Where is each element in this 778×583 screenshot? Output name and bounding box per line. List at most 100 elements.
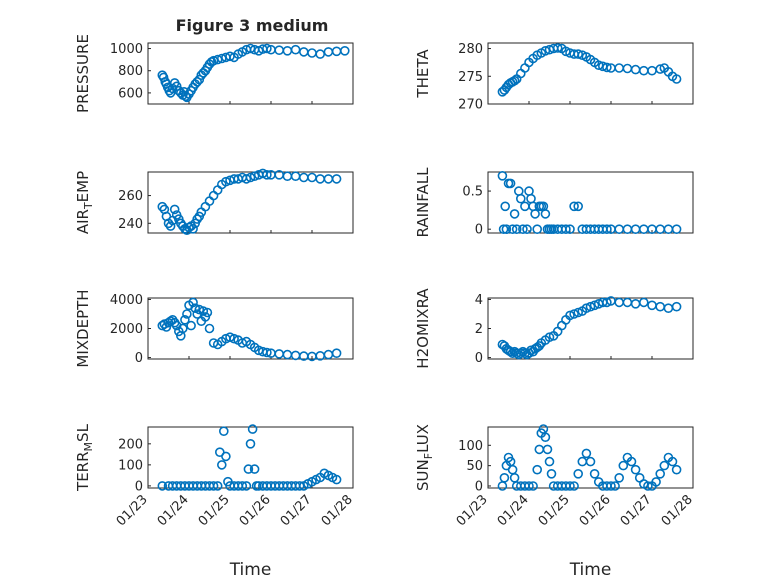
data-point [247, 424, 258, 434]
data-point [225, 332, 235, 343]
y-tick-label: 50 [466, 459, 483, 474]
data-point [581, 303, 592, 314]
y-tick-label: 600 [118, 86, 143, 101]
data-point [331, 474, 342, 485]
y-tick-label: 4 [475, 293, 483, 308]
data-point [200, 312, 211, 322]
y-tick-label: 200 [118, 437, 143, 452]
data-point [165, 221, 176, 231]
data-point [221, 451, 231, 462]
data-point [245, 172, 256, 183]
data-point [626, 456, 637, 467]
data-point [190, 303, 200, 314]
y-axis-label: H2OMIXRA [414, 288, 432, 369]
data-point [573, 201, 584, 212]
y-tick-label: 0 [135, 479, 143, 494]
data-point [509, 75, 520, 86]
data-point [561, 224, 571, 234]
data-point [606, 481, 616, 491]
data-point [202, 307, 213, 318]
data-point [589, 300, 600, 311]
series-rainfall [497, 171, 682, 234]
data-point [243, 464, 254, 474]
data-point [262, 43, 272, 54]
data-point [618, 460, 629, 471]
data-point [565, 310, 575, 321]
axes-frame [487, 42, 694, 105]
x-tick-label: 01/25 [196, 492, 233, 529]
series-pressure [157, 43, 350, 103]
x-axis-label: Time [229, 560, 272, 580]
subplot-theta: 270 275 280 THETA [414, 42, 694, 113]
subplot-mixdepth: 0 2000 4000 MIXDEPTH [74, 289, 354, 368]
data-point [630, 464, 641, 475]
data-point [237, 481, 248, 491]
y-tick-label: 240 [118, 217, 143, 232]
data-point [208, 481, 219, 491]
data-point [221, 176, 231, 187]
data-point [505, 346, 516, 357]
data-point [157, 201, 168, 212]
data-point [169, 204, 180, 215]
y-axis-label: THETA [414, 49, 432, 99]
data-point [655, 64, 666, 74]
subplot-rainfall: 0 0.5 RAINFALL [414, 167, 694, 238]
data-point [546, 468, 557, 479]
data-point [573, 307, 584, 318]
data-point [528, 481, 538, 491]
series-theta [497, 43, 682, 97]
data-point [643, 481, 653, 491]
data-point [204, 323, 215, 334]
data-point [157, 481, 168, 491]
data-point [217, 460, 227, 470]
data-point [501, 224, 512, 234]
y-axis-label: SUNFLUX [414, 424, 435, 491]
y-tick-label: 1000 [110, 42, 143, 57]
subplot-sun_flux: 0 50 100 SUNFLUX 01/23 01/24 01/25 01/26 01/27 01… [414, 424, 696, 580]
subplot-terr_msl: 0 100 200 TERRMSL 01/23 01/24 01/25 01/26 01/27 0… [74, 423, 356, 580]
data-point [194, 74, 205, 85]
data-point [540, 432, 551, 443]
data-point [589, 468, 600, 479]
data-point [212, 481, 223, 491]
data-point [178, 323, 188, 334]
y-axis-label: AIRTEMP [74, 171, 95, 234]
data-point [651, 477, 661, 487]
data-point [602, 224, 612, 234]
data-point [179, 87, 189, 97]
data-point [569, 481, 579, 491]
data-point [188, 224, 198, 234]
y-tick-label: 4000 [110, 293, 143, 308]
data-point [515, 193, 526, 204]
data-point [614, 472, 625, 483]
data-point [331, 174, 342, 184]
y-tick-label: 100 [458, 439, 483, 454]
data-point [182, 309, 192, 319]
data-point [511, 224, 522, 234]
data-point [585, 456, 596, 467]
series-mixdepth [157, 297, 342, 362]
figure-title: Figure 3 medium [176, 16, 329, 35]
y-tick-label: 100 [118, 458, 143, 473]
series-terr_msl [157, 424, 342, 491]
data-point [249, 464, 260, 474]
data-point [565, 224, 575, 234]
x-axis-label: Time [569, 560, 612, 580]
data-point [671, 464, 682, 475]
data-point [532, 464, 543, 475]
data-point [659, 460, 670, 471]
data-point [505, 178, 516, 189]
y-tick-label: 270 [458, 98, 483, 113]
data-point [262, 170, 272, 180]
data-point [497, 171, 508, 181]
data-point [245, 438, 256, 449]
y-tick-label: 275 [458, 70, 483, 85]
data-point [180, 314, 190, 325]
y-tick-label: 800 [118, 64, 143, 79]
data-point [186, 320, 196, 331]
data-point [671, 224, 682, 234]
data-point [219, 426, 229, 437]
series-h2omixra [497, 296, 682, 360]
data-point [532, 224, 543, 234]
